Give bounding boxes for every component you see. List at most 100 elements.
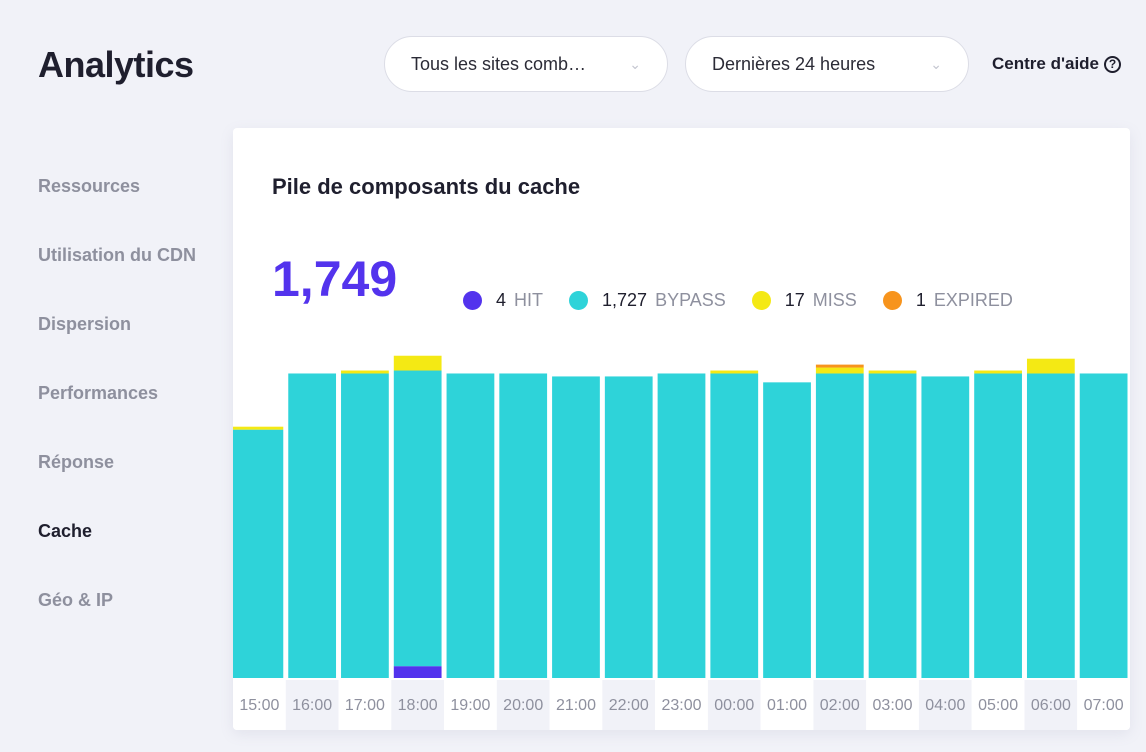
time-range-value: Dernières 24 heures xyxy=(712,53,876,74)
x-label-band xyxy=(549,680,603,730)
x-label-band xyxy=(602,680,656,730)
bar-bypass-06:00[interactable] xyxy=(1026,373,1075,678)
legend-label: EXPIRED xyxy=(933,290,1013,310)
help-center-label: Centre d'aide xyxy=(992,54,1100,73)
hit-dot-icon xyxy=(463,291,482,310)
x-tick-label: 18:00 xyxy=(398,697,438,714)
bar-hit-18:00[interactable] xyxy=(393,666,442,678)
x-label-band xyxy=(285,680,339,730)
bar-bypass-07:00[interactable] xyxy=(1079,373,1128,678)
bar-miss-03:00[interactable] xyxy=(868,370,917,374)
legend-value: 1,727 xyxy=(602,290,648,310)
bar-bypass-15:00[interactable] xyxy=(233,429,284,678)
x-tick-label: 15:00 xyxy=(239,697,279,714)
x-tick-label: 23:00 xyxy=(661,697,701,714)
bar-bypass-02:00[interactable] xyxy=(815,373,864,678)
x-label-band xyxy=(918,680,972,730)
x-label-band xyxy=(1024,680,1078,730)
x-label-band xyxy=(1077,680,1130,730)
legend-value: 17 xyxy=(784,290,805,310)
x-tick-label: 04:00 xyxy=(925,697,965,714)
sidebar-item-cache[interactable]: Cache xyxy=(38,521,93,541)
question-icon: ? xyxy=(1104,55,1122,73)
bar-bypass-16:00[interactable] xyxy=(288,373,337,678)
chevron-down-icon: ⌄ xyxy=(629,55,641,72)
x-tick-label: 17:00 xyxy=(345,697,385,714)
bar-bypass-19:00[interactable] xyxy=(446,373,495,678)
bar-bypass-18:00[interactable] xyxy=(393,370,442,667)
bar-bypass-20:00[interactable] xyxy=(499,373,548,678)
x-label-band xyxy=(707,680,761,730)
x-tick-label: 21:00 xyxy=(556,697,596,714)
legend-label: BYPASS xyxy=(655,290,726,310)
bar-bypass-03:00[interactable] xyxy=(868,373,917,678)
help-center-link[interactable]: Centre d'aide? xyxy=(992,54,1122,74)
bar-miss-00:00[interactable] xyxy=(710,370,759,374)
x-tick-label: 06:00 xyxy=(1031,697,1071,714)
expired-dot-icon xyxy=(882,291,902,310)
sidebar-item-reponse[interactable]: Réponse xyxy=(38,452,115,472)
cache-chart-card: Pile de composants du cache 1,749 4 HIT 1… xyxy=(233,128,1130,730)
page-title: Analytics xyxy=(38,44,194,85)
bar-bypass-17:00[interactable] xyxy=(341,373,389,678)
bar-bypass-21:00[interactable] xyxy=(552,376,600,678)
site-select-value: Tous les sites comb… xyxy=(411,53,587,74)
chevron-down-icon: ⌄ xyxy=(930,55,942,72)
sidebar-item-geo-ip[interactable]: Géo & IP xyxy=(38,590,114,610)
x-label-band xyxy=(971,680,1025,730)
bar-bypass-01:00[interactable] xyxy=(763,382,811,678)
x-tick-label: 01:00 xyxy=(767,697,807,714)
x-label-band xyxy=(338,680,392,730)
legend-expired[interactable]: 1 EXPIRED xyxy=(882,290,1013,311)
sidebar-item-dispersion[interactable]: Dispersion xyxy=(38,314,132,334)
card-title: Pile de composants du cache xyxy=(272,174,581,199)
bar-bypass-00:00[interactable] xyxy=(710,373,759,678)
x-label-band xyxy=(760,680,814,730)
bar-bypass-23:00[interactable] xyxy=(657,373,706,678)
x-tick-label: 22:00 xyxy=(609,697,649,714)
bar-bypass-04:00[interactable] xyxy=(921,376,970,678)
bar-miss-17:00[interactable] xyxy=(341,370,389,374)
bar-bypass-05:00[interactable] xyxy=(974,373,1022,678)
legend-hit[interactable]: 4 HIT xyxy=(463,290,543,311)
sidebar-item-cdn[interactable]: Utilisation du CDN xyxy=(38,245,196,265)
site-select[interactable]: Tous les sites comb… ⌄ xyxy=(384,36,668,92)
x-tick-label: 16:00 xyxy=(292,697,332,714)
legend-value: 1 xyxy=(915,290,926,310)
x-tick-label: 05:00 xyxy=(978,697,1018,714)
legend-label: MISS xyxy=(812,290,857,310)
x-tick-label: 19:00 xyxy=(450,697,490,714)
x-label-band xyxy=(233,680,286,730)
bar-expired-02:00[interactable] xyxy=(815,364,864,368)
legend-miss[interactable]: 17 MISS xyxy=(751,290,857,311)
miss-dot-icon xyxy=(751,291,771,310)
x-label-band xyxy=(391,680,445,730)
stacked-bar-chart: 15:00 16:00 17:00 18:00 19:00 20:00 21:00 22:00… xyxy=(233,355,1130,730)
x-tick-label: 02:00 xyxy=(820,697,860,714)
legend-label: HIT xyxy=(514,290,544,310)
x-label-band xyxy=(496,680,550,730)
x-tick-label: 07:00 xyxy=(1084,697,1124,714)
sidebar-item-performances[interactable]: Performances xyxy=(38,383,159,403)
legend-bypass[interactable]: 1,727 BYPASS xyxy=(569,290,726,311)
legend-value: 4 xyxy=(496,290,507,310)
x-label-band xyxy=(813,680,867,730)
chart-legend: 4 HIT 1,727 BYPASS 17 MISS 1 EXPIRED xyxy=(463,290,1013,311)
bar-miss-05:00[interactable] xyxy=(974,370,1022,374)
time-range-select[interactable]: Dernières 24 heures ⌄ xyxy=(685,36,969,92)
x-tick-label: 00:00 xyxy=(714,697,754,714)
sidebar-nav: Ressources Utilisation du CDN Dispersion… xyxy=(38,176,196,659)
x-tick-label: 20:00 xyxy=(503,697,543,714)
sidebar-item-ressources[interactable]: Ressources xyxy=(38,176,141,196)
bypass-dot-icon xyxy=(569,291,589,310)
x-label-band xyxy=(444,680,497,730)
x-label-band xyxy=(655,680,708,730)
x-tick-label: 03:00 xyxy=(873,697,913,714)
bar-miss-02:00[interactable] xyxy=(815,367,864,374)
total-requests: 1,749 xyxy=(272,251,398,307)
bar-bypass-22:00[interactable] xyxy=(604,376,653,678)
bar-miss-18:00[interactable] xyxy=(393,355,442,371)
bar-miss-06:00[interactable] xyxy=(1026,358,1075,374)
bar-miss-15:00[interactable] xyxy=(233,426,284,430)
x-label-band xyxy=(866,680,919,730)
